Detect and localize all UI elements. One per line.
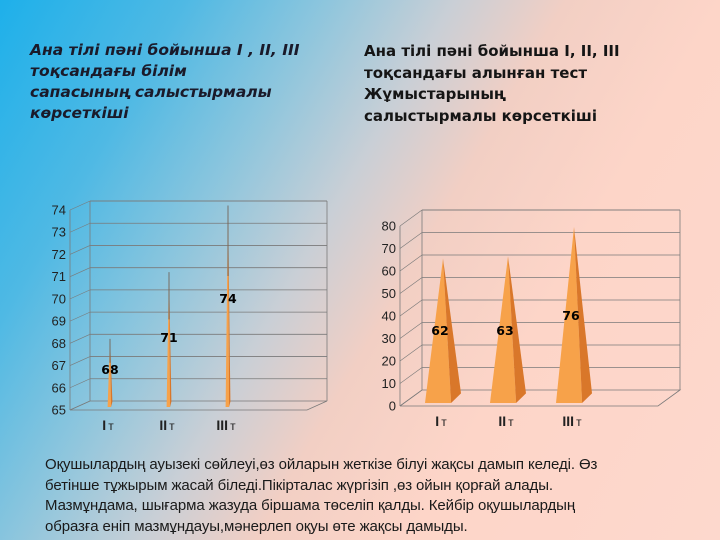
summary-line: образға еніп мазмұндауы,мәнерлеп оқуы өт… (45, 517, 468, 535)
data-label: 68 (101, 362, 118, 377)
y-tick-label: 66 (52, 380, 66, 395)
category-label: II т (498, 413, 514, 429)
y-tick-label: 80 (382, 219, 396, 234)
pyramid-bar: 68 (101, 338, 119, 407)
y-tick-label: 20 (382, 354, 396, 369)
y-tick-label: 67 (52, 358, 66, 373)
y-tick-label: 60 (382, 264, 396, 279)
pyramid-bar: 63 (490, 256, 526, 403)
y-tick-label: 30 (382, 331, 396, 346)
y-tick-label: 74 (52, 203, 66, 218)
pyramid-bar: 74 (219, 205, 237, 407)
pyramid-bar: 62 (425, 258, 461, 403)
pyramid-bar: 71 (160, 272, 178, 407)
y-tick-label: 50 (382, 286, 396, 301)
data-label: 71 (160, 330, 177, 345)
category-label: III т (216, 417, 236, 433)
left-chart-title: Ана тілі пәні бойынша I , II, III тоқсан… (30, 41, 300, 122)
y-tick-label: 71 (52, 269, 66, 284)
right-chart-grid (399, 209, 682, 407)
summary-line: бетінше тұжырым жасай біледі.Пікірталас … (45, 476, 553, 494)
left-chart-bars: 68 71 74 (101, 205, 237, 407)
y-tick-label: 69 (52, 314, 66, 329)
pyramid-bar: 76 (556, 227, 592, 403)
y-tick-label: 40 (382, 309, 396, 324)
right-chart-bars: 62 63 76 (425, 227, 592, 403)
data-label: 62 (431, 323, 448, 338)
right-chart-title: Ана тілі пәні бойынша I, II, III тоқсанд… (364, 42, 620, 125)
y-tick-label: 73 (52, 225, 66, 240)
y-tick-label: 72 (52, 247, 66, 262)
left-chart-y-axis: 65 66 67 68 69 70 71 72 73 74 (52, 203, 66, 418)
y-tick-label: 10 (382, 376, 396, 391)
y-tick-label: 65 (52, 403, 66, 418)
y-tick-label: 70 (382, 241, 396, 256)
y-tick-label: 68 (52, 336, 66, 351)
summary-line: Оқушылардың ауызекі сөйлеуі,өз ойларын ж… (45, 456, 598, 473)
right-chart-y-axis: 0 10 20 30 40 50 60 70 80 (382, 219, 396, 414)
y-tick-label: 0 (389, 399, 396, 414)
data-label: 76 (562, 308, 580, 323)
category-label: III т (562, 413, 582, 429)
summary-paragraph: Оқушылардың ауызекі сөйлеуі,өз ойларын ж… (45, 455, 715, 537)
left-chart-grid (69, 200, 328, 411)
data-label: 63 (496, 323, 513, 338)
category-label: II т (159, 417, 175, 433)
data-label: 74 (219, 291, 237, 306)
y-tick-label: 70 (52, 291, 66, 306)
summary-line: Мазмұндама, шығарма жазуда біршама төсел… (45, 497, 576, 514)
